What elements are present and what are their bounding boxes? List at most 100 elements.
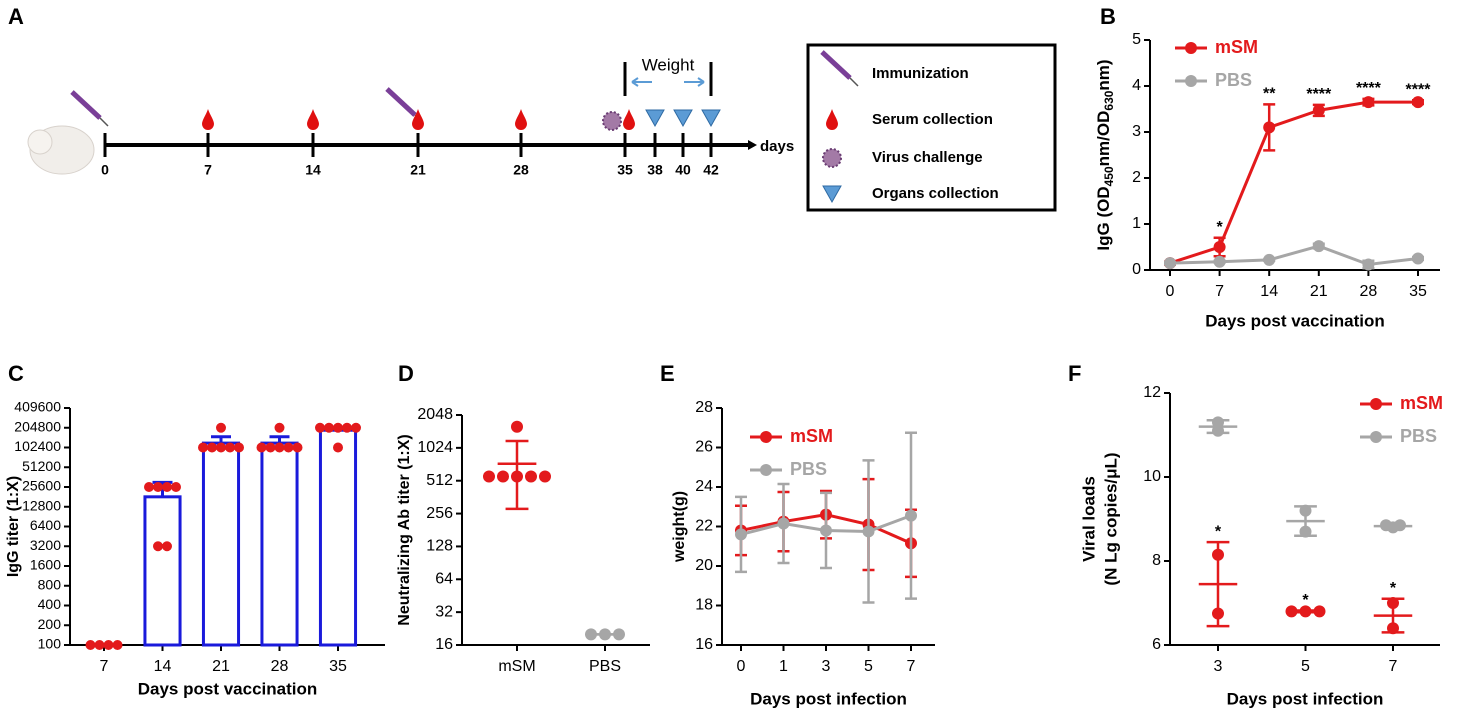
data-point (112, 640, 123, 650)
data-point (1362, 96, 1375, 109)
y-axis-label-part: 630 (1102, 90, 1116, 110)
timeline-day-label: 7 (204, 162, 212, 178)
timeline-day-label: 14 (305, 162, 321, 178)
x-tick-label: 7 (907, 658, 916, 675)
x-tick-label: 21 (1310, 283, 1328, 300)
y-axis-label-part: 450 (1102, 166, 1116, 186)
significance-label: **** (1406, 81, 1432, 98)
legend-label: Immunization (872, 65, 969, 82)
y-tick-label: 800 (38, 576, 62, 592)
legend-label: mSM (1215, 37, 1258, 57)
data-point (216, 442, 226, 453)
organ-icon (701, 109, 721, 128)
data-point (85, 640, 96, 650)
syringe-icon (849, 77, 859, 87)
error-bar (1206, 419, 1230, 435)
x-tick-label: 3 (1214, 658, 1223, 675)
y-tick-label: 12 (1143, 384, 1161, 401)
data-point (1263, 121, 1276, 134)
y-axis-label: Neutralizing Ab titer (1:X) (396, 434, 413, 625)
data-point (1412, 96, 1424, 109)
x-tick-label: 0 (737, 658, 746, 675)
bar (143, 495, 182, 647)
y-tick-label: 128 (426, 538, 453, 555)
panel-label: D (398, 361, 414, 386)
data-point (274, 442, 285, 453)
legend-label: Organs collection (872, 185, 999, 202)
virus-icon (822, 148, 842, 168)
data-point (333, 422, 343, 433)
data-point (162, 541, 172, 552)
data-point (283, 442, 294, 453)
data-point (274, 422, 285, 433)
data-point (333, 442, 343, 453)
data-point (324, 422, 334, 433)
error-bar (211, 435, 231, 444)
x-tick-label: 14 (1260, 283, 1278, 300)
data-point (511, 420, 523, 433)
timeline-day-label: 0 (101, 162, 109, 178)
legend-box (806, 43, 1057, 212)
y-tick-label: 64 (435, 571, 453, 588)
y-tick-label: 0 (1132, 261, 1141, 278)
significance-label: * (1302, 592, 1309, 609)
data-point (539, 470, 551, 483)
x-tick-label: 5 (864, 658, 873, 675)
timeline-panel: A days Weight (8, 4, 1057, 212)
data-point (198, 442, 208, 453)
organ-icon (673, 109, 693, 128)
syringe-icon (99, 117, 109, 127)
x-tick-label: 5 (1301, 658, 1310, 675)
data-point (256, 442, 267, 453)
data-point (234, 442, 244, 453)
data-point (1213, 255, 1226, 268)
error-bar (152, 480, 173, 497)
panel-label: E (660, 361, 675, 386)
y-tick-label: 32 (435, 603, 453, 620)
timeline-day-label: 40 (675, 162, 691, 178)
organ-icon (822, 185, 842, 204)
organ-icon (645, 109, 665, 128)
y-tick-label: 22 (695, 518, 713, 535)
y-tick-label: 1024 (417, 439, 453, 456)
significance-label: ** (1263, 86, 1276, 103)
blood-drop-icon (623, 109, 635, 130)
data-point (525, 470, 537, 483)
x-axis-label: Days post infection (750, 689, 907, 708)
data-point (497, 470, 509, 483)
data-point (342, 422, 352, 433)
x-tick-label: 3 (822, 658, 831, 675)
data-point (1412, 252, 1424, 265)
data-point (315, 422, 325, 433)
x-tick-label: 7 (1389, 658, 1398, 675)
data-point (1312, 240, 1325, 253)
y-tick-label: 10 (1143, 468, 1161, 485)
data-point (225, 442, 235, 453)
series-line (1169, 244, 1419, 267)
data-point (1312, 104, 1325, 117)
y-tick-label: 18 (695, 597, 713, 614)
legend-marker (760, 431, 772, 443)
legend-label: PBS (790, 459, 827, 479)
y-tick-label: 6400 (30, 517, 61, 533)
y-tick-label: 1600 (30, 557, 61, 573)
data-point (483, 470, 495, 483)
timeline-icons (70, 50, 859, 204)
data-point (144, 482, 154, 492)
data-point (1164, 257, 1176, 270)
y-tick-label: 409600 (14, 399, 61, 415)
timeline-day-label: 28 (513, 162, 529, 178)
timeline-day-label: 35 (617, 162, 633, 178)
bar (201, 441, 241, 647)
timeline-day-label: 42 (703, 162, 719, 178)
y-axis-label: IgG titer (1:X) (5, 476, 22, 577)
panel-label: F (1068, 361, 1081, 386)
legend-marker (1185, 75, 1197, 87)
y-tick-label: 25600 (22, 478, 61, 494)
syringe-icon (70, 90, 102, 120)
legend-label: mSM (790, 426, 833, 446)
panel-label: A (8, 4, 24, 29)
y-tick-label: 16 (435, 636, 453, 653)
x-axis-label: Days post infection (1227, 689, 1384, 708)
x-tick-label: 0 (1166, 283, 1175, 300)
